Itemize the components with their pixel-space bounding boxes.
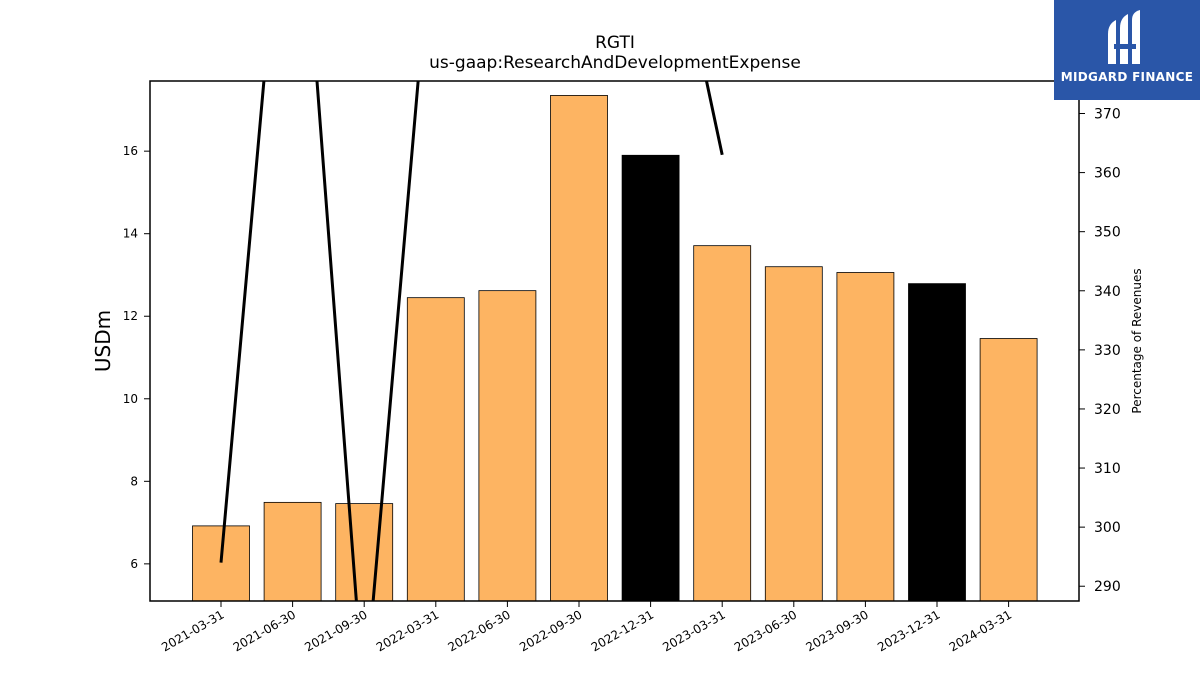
bar-2023-06-30 — [764, 266, 823, 601]
xtick-label: 2022-12-31 — [589, 607, 656, 654]
ytick-label-right: 310 — [1094, 461, 1121, 477]
ytick-label-left: 8 — [130, 474, 138, 488]
xtick-label: 2023-12-31 — [875, 607, 942, 654]
ytick-label-right: 300 — [1094, 520, 1121, 536]
xtick-label: 2023-03-31 — [660, 607, 727, 654]
ytick-label-right: 330 — [1094, 343, 1121, 359]
bar-2021-03-31 — [192, 525, 250, 601]
ytick-label-right: 340 — [1094, 284, 1121, 300]
bar-2023-09-30 — [836, 272, 895, 601]
bar-2021-09-30 — [335, 503, 394, 601]
ytick-label-left: 12 — [123, 309, 138, 323]
y-axis-label: USDm — [91, 310, 115, 372]
bar-2024-03-31 — [979, 338, 1038, 601]
plot-frame — [149, 80, 1080, 602]
bar-2022-03-31 — [406, 297, 465, 601]
bar-2023-03-31 — [693, 245, 752, 601]
ytick-label-right: 290 — [1094, 579, 1121, 595]
chart-title: RGTI — [595, 33, 635, 53]
logo-text: MIDGARD FINANCE — [1060, 70, 1194, 84]
xtick-label: 2023-09-30 — [803, 607, 870, 654]
ytick-label-right: 360 — [1094, 166, 1121, 182]
ytick-label-left: 10 — [123, 392, 138, 406]
line-percentage-of-revenues — [219, 81, 724, 601]
xtick-label: 2022-03-31 — [374, 607, 441, 654]
y-axis-label-right: Percentage of Revenues — [1130, 268, 1144, 413]
ytick-label-left: 16 — [123, 144, 138, 158]
xtick-label: 2021-06-30 — [231, 607, 298, 654]
ytick-label-right: 370 — [1094, 107, 1121, 123]
bar-2022-12-31 — [621, 154, 680, 601]
bar-2022-09-30 — [550, 95, 608, 601]
xtick-label: 2022-09-30 — [517, 607, 584, 654]
xtick-label: 2023-06-30 — [732, 607, 799, 654]
xtick-label: 2021-09-30 — [302, 607, 369, 654]
midgard-logo-icon — [1108, 10, 1140, 64]
midgard-logo: MIDGARD FINANCE — [1054, 0, 1200, 100]
ytick-label-left: 6 — [130, 557, 138, 571]
xtick-label: 2022-06-30 — [445, 607, 512, 654]
bar-2021-06-30 — [263, 501, 322, 601]
bar-2022-06-30 — [478, 290, 537, 601]
chart-subtitle: us-gaap:ResearchAndDevelopmentExpense — [429, 53, 801, 73]
bar-2023-12-31 — [908, 283, 966, 601]
ytick-label-right: 350 — [1094, 225, 1121, 241]
ytick-label-left: 14 — [123, 227, 138, 241]
ytick-label-right: 320 — [1094, 402, 1121, 418]
xtick-label: 2024-03-31 — [947, 607, 1014, 654]
xtick-label: 2021-03-31 — [159, 607, 226, 654]
